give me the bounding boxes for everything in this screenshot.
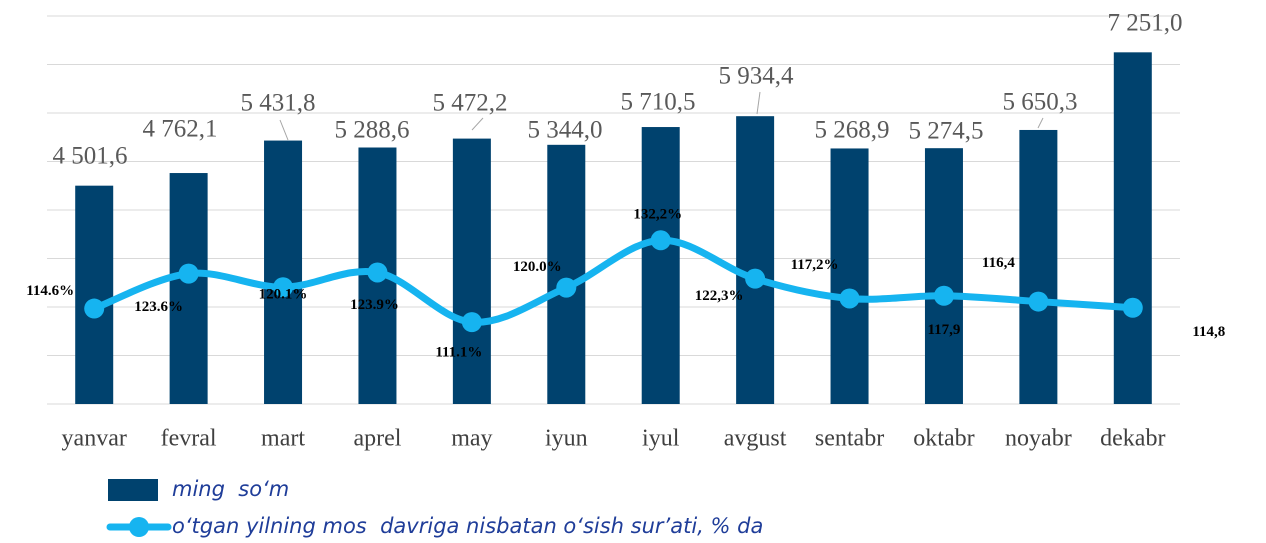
data-label: 111.1% [435,345,482,361]
marker [745,268,766,289]
leader-line [1037,117,1044,129]
x-tick-label: may [451,426,492,452]
marker [84,298,105,319]
data-label: 5 650,3 [1003,89,1078,116]
data-label: 7 251,0 [1108,10,1183,37]
bar [547,144,586,405]
data-label: 117,2% [791,257,839,273]
data-label: 114.6% [26,283,74,299]
data-label: 122,3% [695,288,744,304]
x-tick-label: mart [261,426,305,452]
x-tick-label: sentabr [815,426,884,452]
bar [264,140,303,405]
data-label: 120.1% [259,287,308,303]
marker [933,285,954,306]
data-label: 123.9% [350,297,399,313]
data-label: 5 288,6 [335,117,410,144]
data-label: 5 934,4 [719,63,795,90]
bar [641,127,680,405]
leader-line [471,117,484,131]
marker [650,230,671,251]
legend-swatch [108,479,158,501]
bar [830,148,869,404]
legend-label: ming so‘m [172,477,289,501]
leader-line [756,91,761,115]
marker [556,277,577,298]
x-tick-label: iyun [545,426,588,452]
data-label: 114,8 [1192,324,1225,340]
data-label: 4 762,1 [143,116,218,143]
x-tick-label: fevral [161,426,217,452]
marker [839,288,860,309]
x-tick-label: aprel [353,426,401,452]
data-label: 132,2% [633,207,682,223]
marker [367,262,388,283]
legend-label: o‘tgan yilning mos davriga nisbatan o‘si… [172,514,763,538]
data-label: 123.6% [134,299,183,315]
bar [169,173,208,404]
data-label: 116,4 [982,255,1015,271]
bar [75,185,114,404]
data-label: 5 472,2 [433,90,508,117]
line [90,236,1137,326]
x-tick-label: yanvar [62,426,127,452]
marker [178,263,199,284]
data-label: 5 344,0 [528,117,603,144]
data-label: 5 431,8 [241,90,316,117]
marker [1122,297,1143,318]
x-tick-label: oktabr [913,426,974,452]
x-tick-label: iyul [642,426,680,452]
data-label: 5 268,9 [815,117,890,144]
bar [1113,52,1152,404]
x-tick-label: avgust [724,426,787,452]
marker [461,312,482,333]
x-tick-label: noyabr [1005,426,1072,452]
bar [1019,129,1058,404]
data-label: 120.0% [513,259,562,275]
data-label: 5 710,5 [621,89,696,116]
data-label: 4 501,6 [53,143,128,170]
marker [273,277,294,298]
bar [452,138,491,404]
bar [736,116,775,404]
leader-line [279,119,289,141]
marker [1028,291,1049,312]
data-label: 5 274,5 [909,118,984,145]
bar [924,148,963,404]
data-label: 117,9 [927,322,960,338]
x-tick-label: dekabr [1100,426,1165,452]
legend-marker [129,517,149,537]
